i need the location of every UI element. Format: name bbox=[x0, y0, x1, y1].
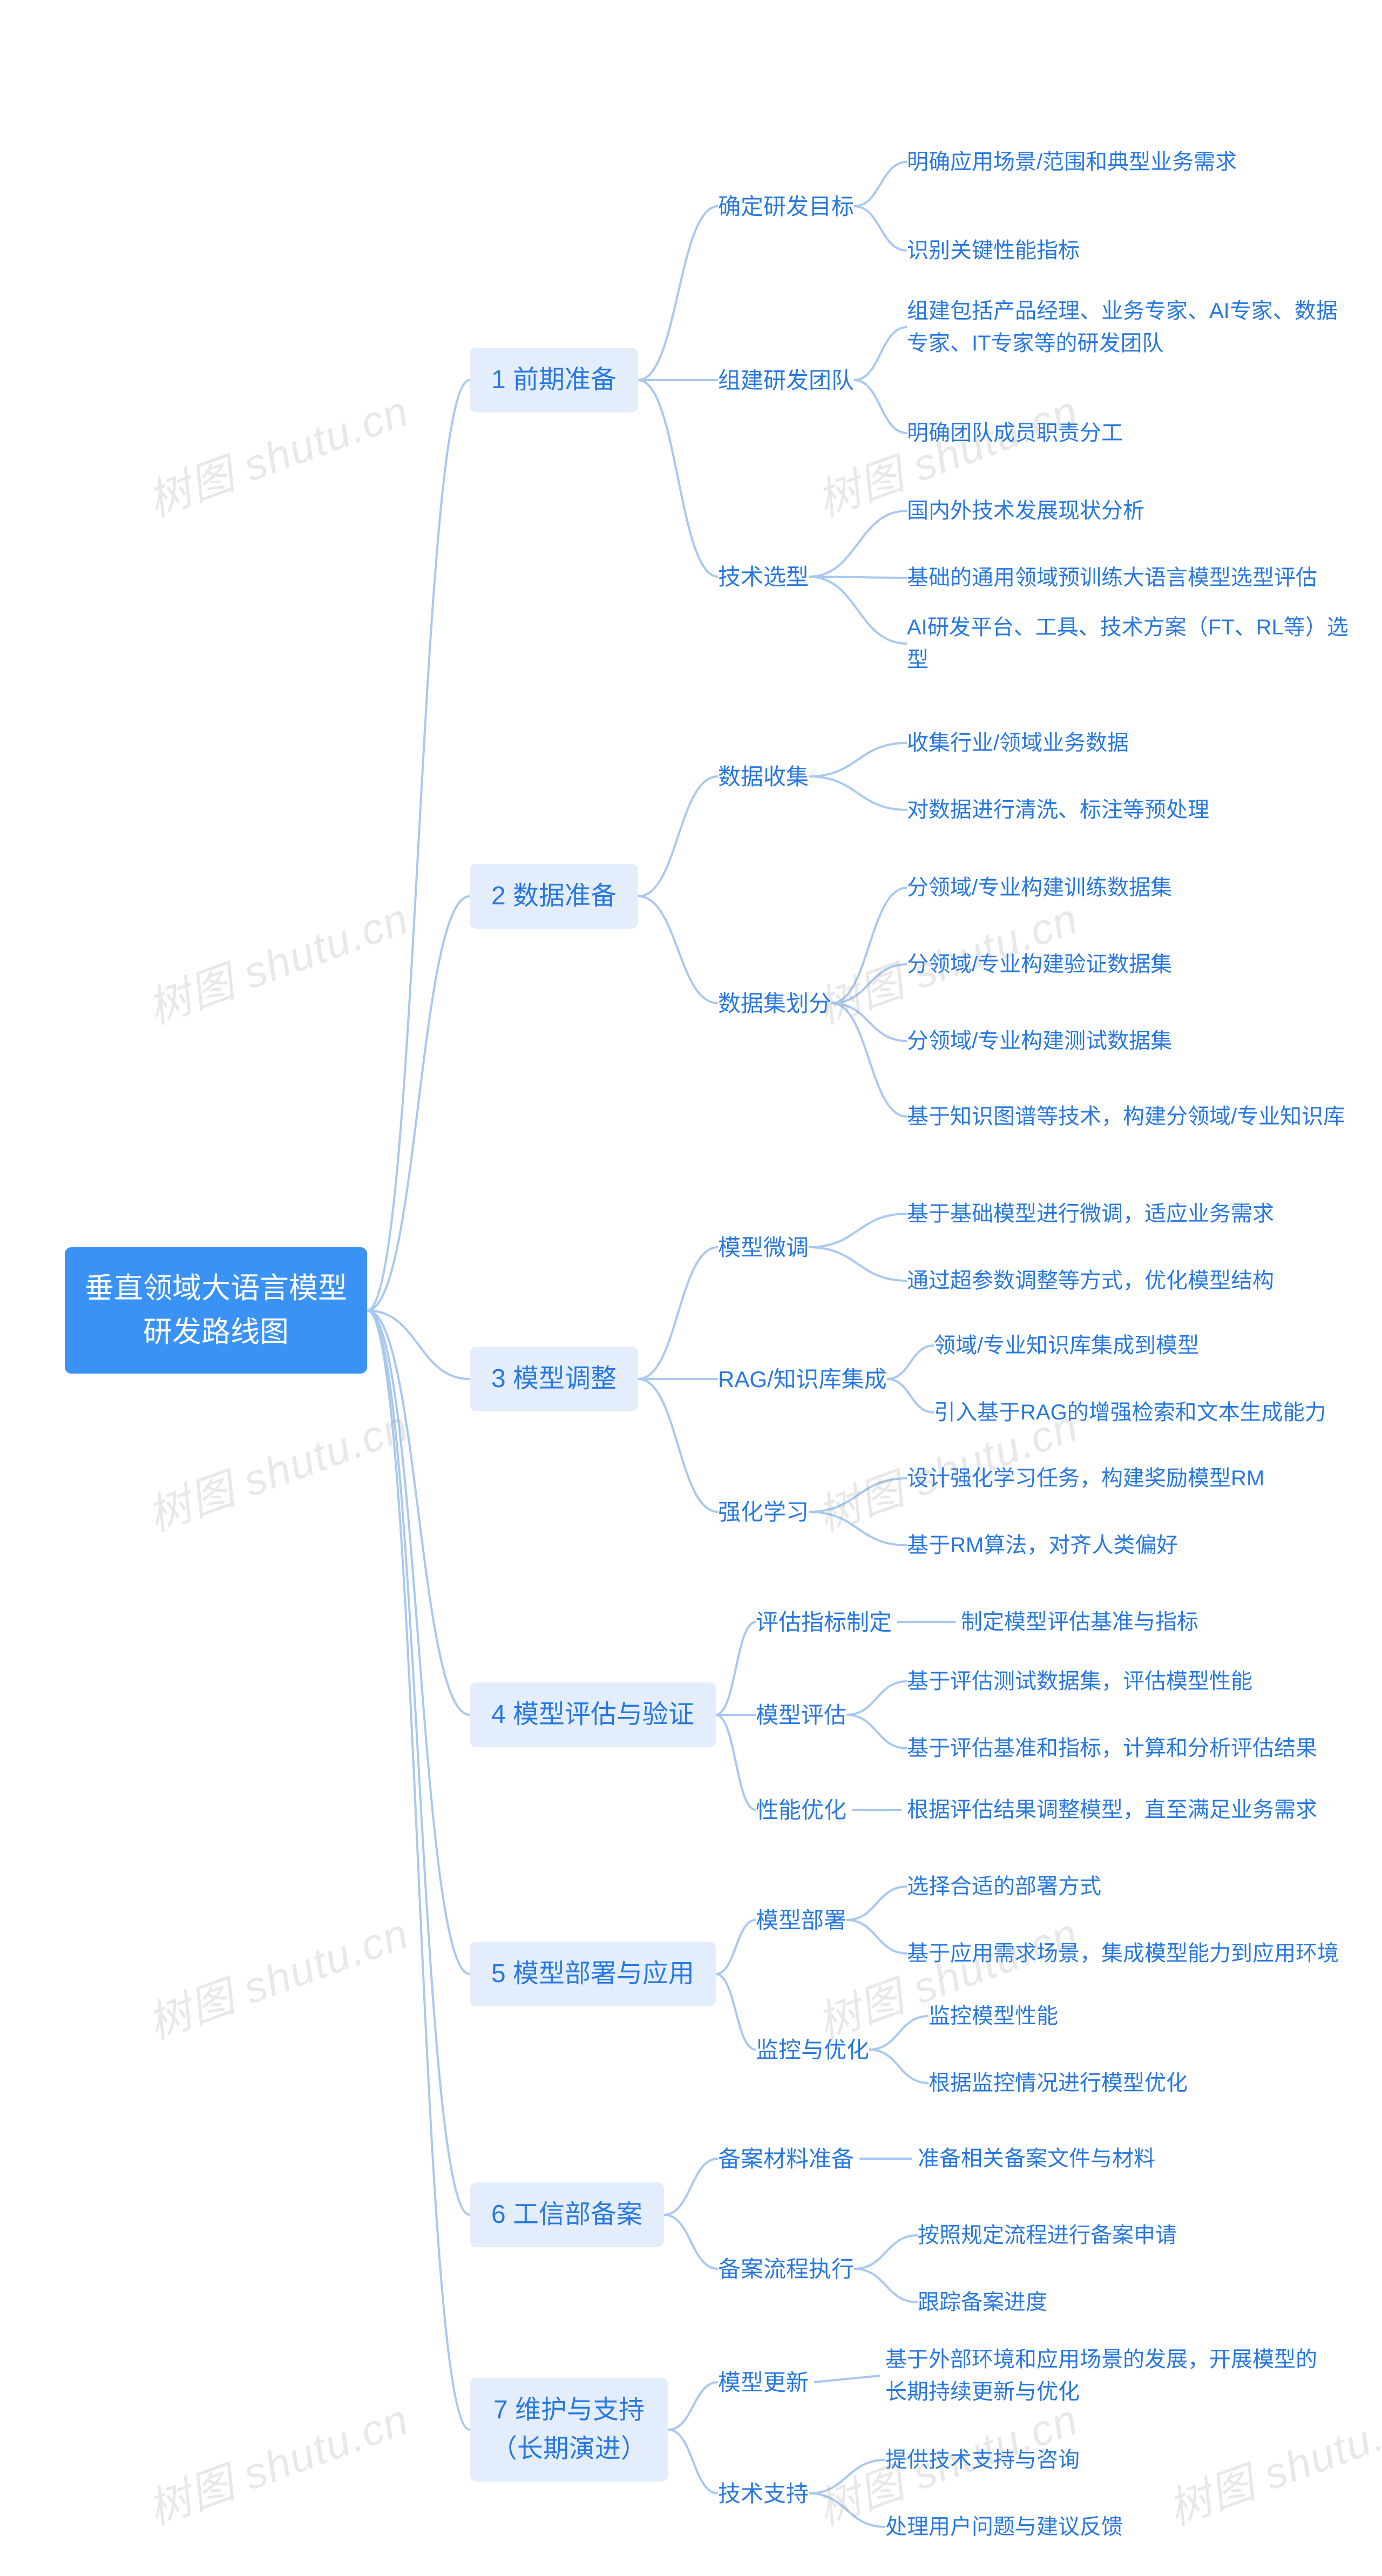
sub-node: 备案流程执行 bbox=[718, 2248, 854, 2290]
leaf-node: 国内外技术发展现状分析 bbox=[907, 491, 1144, 530]
branch-node: 7 维护与支持（长期演进） bbox=[470, 2378, 668, 2482]
leaf-node: 基于外部环境和应用场景的发展，开展模型的长期持续更新与优化 bbox=[885, 2340, 1333, 2411]
leaf-node: 明确团队成员职责分工 bbox=[907, 414, 1123, 452]
branch-node: 3 模型调整 bbox=[470, 1347, 638, 1411]
leaf-node: 准备相关备案文件与材料 bbox=[918, 2139, 1155, 2178]
leaf-node: 收集行业/领域业务数据 bbox=[907, 724, 1129, 762]
watermark: 树图 shutu.cn bbox=[138, 1899, 416, 2051]
leaf-node: 制定模型评估基准与指标 bbox=[961, 1603, 1198, 1641]
leaf-node: 领域/专业知识库集成到模型 bbox=[934, 1326, 1199, 1365]
leaf-node: 基于知识图谱等技术，构建分领域/专业知识库 bbox=[907, 1097, 1345, 1136]
sub-node: 技术选型 bbox=[718, 556, 809, 598]
watermark: 树图 shutu.cn bbox=[138, 2385, 416, 2537]
sub-node: 强化学习 bbox=[718, 1491, 809, 1533]
leaf-node: 根据监控情况进行模型优化 bbox=[929, 2064, 1188, 2102]
branch-node: 4 模型评估与验证 bbox=[470, 1682, 716, 1747]
leaf-node: 分领域/专业构建验证数据集 bbox=[907, 945, 1172, 984]
leaf-node: 提供技术支持与咨询 bbox=[885, 2440, 1080, 2479]
leaf-node: 明确应用场景/范围和典型业务需求 bbox=[907, 143, 1237, 181]
sub-node: RAG/知识库集成 bbox=[718, 1358, 887, 1401]
sub-node: 评估指标制定 bbox=[756, 1601, 892, 1644]
sub-node: 数据收集 bbox=[718, 755, 809, 798]
leaf-node: 识别关键性能指标 bbox=[907, 231, 1080, 270]
branch-node: 1 前期准备 bbox=[470, 348, 638, 413]
sub-node: 模型微调 bbox=[718, 1226, 809, 1269]
watermark: 树图 shutu.cn bbox=[138, 1391, 416, 1544]
leaf-node: 基于评估基准和指标，计算和分析评估结果 bbox=[907, 1729, 1317, 1768]
mindmap-canvas: 树图 shutu.cn 树图 shutu.cn 树图 shutu.cn 树图 shut… bbox=[0, 0, 1382, 2576]
sub-node: 技术支持 bbox=[718, 2472, 809, 2515]
sub-node: 确定研发目标 bbox=[718, 185, 854, 228]
leaf-node: 分领域/专业构建训练数据集 bbox=[907, 868, 1172, 907]
sub-node: 性能优化 bbox=[756, 1789, 846, 1831]
branch-node: 6 工信部备案 bbox=[470, 2182, 664, 2247]
leaf-node: AI研发平台、工具、技术方案（FT、RL等）选型 bbox=[907, 608, 1355, 679]
leaf-node: 监控模型性能 bbox=[929, 1997, 1058, 2036]
leaf-node: 处理用户问题与建议反馈 bbox=[885, 2507, 1123, 2546]
sub-node: 模型更新 bbox=[718, 2361, 809, 2404]
leaf-node: 跟踪备案进度 bbox=[918, 2283, 1047, 2322]
sub-node: 备案材料准备 bbox=[718, 2138, 854, 2180]
sub-node: 模型评估 bbox=[756, 1694, 846, 1736]
watermark: 树图 shutu.cn bbox=[138, 376, 416, 529]
leaf-node: 通过超参数调整等方式，优化模型结构 bbox=[907, 1261, 1274, 1300]
root-node: 垂直领域大语言模型研发路线图 bbox=[65, 1247, 367, 1374]
leaf-node: 按照规定流程进行备案申请 bbox=[918, 2216, 1177, 2255]
sub-node: 组建研发团队 bbox=[718, 359, 854, 402]
leaf-node: 对数据进行清洗、标注等预处理 bbox=[907, 790, 1209, 829]
leaf-node: 基础的通用领域预训练大语言模型选型评估 bbox=[907, 558, 1317, 597]
branch-node: 5 模型部署与应用 bbox=[470, 1942, 716, 2006]
branch-node: 2 数据准备 bbox=[470, 864, 638, 929]
leaf-node: 选择合适的部署方式 bbox=[907, 1867, 1101, 1906]
watermark: 树图 shutu.cn bbox=[138, 884, 416, 1036]
leaf-node: 分领域/专业构建测试数据集 bbox=[907, 1022, 1172, 1060]
leaf-node: 基于基础模型进行微调，适应业务需求 bbox=[907, 1194, 1274, 1233]
leaf-node: 设计强化学习任务，构建奖励模型RM bbox=[907, 1459, 1264, 1498]
leaf-node: 引入基于RAG的增强检索和文本生成能力 bbox=[934, 1393, 1326, 1432]
sub-node: 数据集划分 bbox=[718, 982, 831, 1025]
leaf-node: 组建包括产品经理、业务专家、AI专家、数据专家、IT专家等的研发团队 bbox=[907, 292, 1355, 363]
leaf-node: 根据评估结果调整模型，直至满足业务需求 bbox=[907, 1790, 1317, 1829]
leaf-node: 基于评估测试数据集，评估模型性能 bbox=[907, 1662, 1252, 1701]
sub-node: 监控与优化 bbox=[756, 2029, 869, 2071]
sub-node: 模型部署 bbox=[756, 1899, 846, 1942]
leaf-node: 基于应用需求场景，集成模型能力到应用环境 bbox=[907, 1934, 1339, 1973]
leaf-node: 基于RM算法，对齐人类偏好 bbox=[907, 1526, 1178, 1565]
